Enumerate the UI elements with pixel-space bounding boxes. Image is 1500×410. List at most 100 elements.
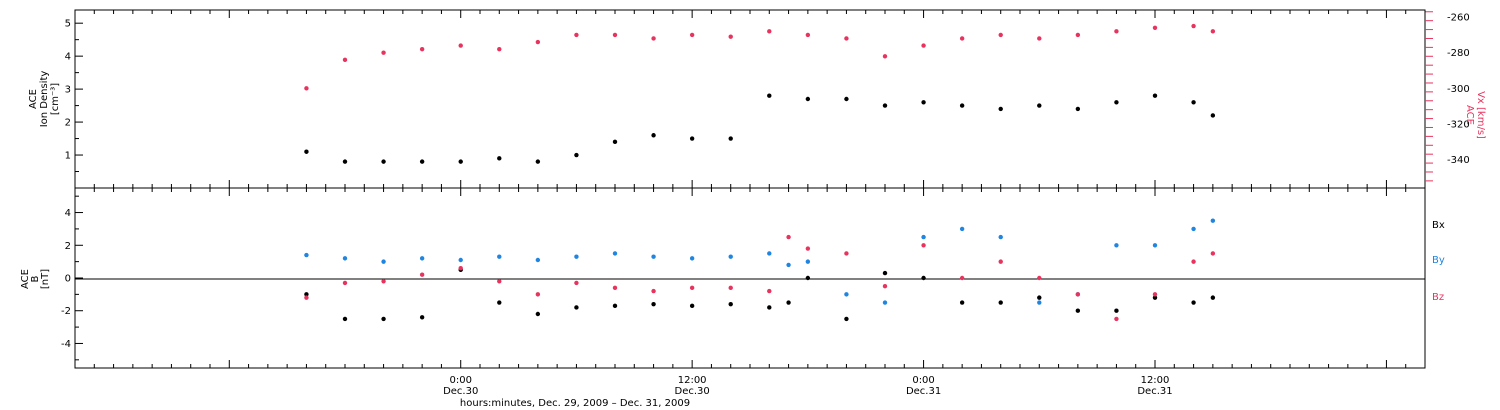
data-point-ion-density: [921, 100, 926, 105]
data-point-ion-density: [651, 133, 656, 138]
data-point-by: [574, 254, 579, 259]
data-point-by: [882, 300, 888, 305]
vx-y-tick-label: -320: [1447, 119, 1470, 130]
data-point-by: [342, 256, 348, 261]
data-point-bx: [1152, 295, 1158, 300]
data-point-by: [921, 234, 926, 240]
data-point-bz: [689, 285, 695, 291]
data-point-ion-density: [1152, 93, 1158, 98]
data-point-vx: [381, 50, 386, 55]
data-point-by: [767, 251, 772, 256]
vx-y-tick-label: -280: [1447, 48, 1470, 59]
data-point-vx: [574, 32, 579, 38]
data-point-by: [728, 254, 733, 259]
data-point-by: [959, 226, 965, 232]
data-point-ion-density: [304, 149, 309, 154]
density-y-tick-label: 3: [65, 85, 71, 96]
legend-bx: Bx: [1432, 220, 1445, 231]
data-point-bx: [342, 316, 348, 322]
density-y-tick-label: 4: [65, 52, 71, 63]
data-point-bz: [1037, 275, 1042, 281]
data-point-bz: [419, 272, 425, 277]
data-point-bx: [612, 303, 618, 309]
data-point-bz: [882, 283, 888, 289]
data-point-bx: [651, 301, 656, 307]
top-panel-time-ticks: [74, 10, 1426, 188]
data-point-vx: [419, 46, 425, 52]
data-point-vx: [767, 29, 772, 34]
data-point-bz: [651, 288, 656, 294]
data-point-vx: [882, 54, 888, 59]
data-point-vx: [1210, 29, 1216, 34]
data-point-vx: [921, 43, 926, 48]
data-point-bx: [844, 316, 849, 322]
data-point-bz: [1191, 259, 1196, 264]
density-axis-label-line2: Ion Density: [39, 71, 50, 128]
data-point-bz: [767, 288, 772, 294]
data-point-ion-density: [1037, 103, 1042, 108]
x-tick-label-date: Dec.31: [906, 386, 941, 397]
data-point-by: [786, 262, 791, 268]
data-point-ion-density: [1210, 113, 1216, 118]
data-point-ion-density: [805, 96, 811, 102]
data-point-vx: [1075, 32, 1081, 38]
data-point-bz: [342, 280, 348, 286]
data-point-by: [805, 259, 811, 264]
vx-y-tick-label: -260: [1447, 13, 1470, 24]
legend-by: By: [1432, 255, 1445, 266]
data-point-ion-density: [728, 136, 733, 141]
density-axis: 1 2 3 4 5: [65, 19, 83, 173]
data-point-vx: [1191, 23, 1196, 29]
data-point-ion-density: [844, 96, 849, 102]
data-point-ion-density: [1114, 100, 1119, 105]
data-point-ion-density: [998, 106, 1003, 112]
data-point-vx: [651, 36, 656, 41]
data-point-bz: [728, 285, 733, 291]
data-point-by: [1152, 243, 1158, 248]
data-point-bz: [786, 234, 791, 240]
data-point-bx: [689, 303, 695, 309]
data-point-vx: [304, 86, 309, 91]
data-point-vx: [1114, 29, 1119, 34]
data-point-ion-density: [1191, 100, 1196, 105]
time-axis-title: hours:minutes, Dec. 29, 2009 – Dec. 31, …: [460, 398, 690, 409]
data-point-vx: [612, 32, 618, 38]
data-point-ion-density: [419, 159, 425, 164]
data-point-vx: [1037, 36, 1042, 41]
data-point-by: [458, 257, 463, 263]
data-point-bx: [998, 300, 1003, 305]
data-point-bx: [786, 300, 791, 305]
data-point-by: [1114, 243, 1119, 248]
vx-y-tick-label: -300: [1447, 84, 1470, 95]
data-point-vx: [1152, 25, 1158, 30]
data-point-bz: [497, 279, 502, 284]
data-point-by: [1191, 226, 1196, 232]
data-point-by: [689, 256, 695, 261]
data-point-bx: [381, 316, 386, 322]
data-point-by: [419, 256, 425, 261]
density-y-tick-label: 5: [65, 19, 71, 30]
data-point-vx: [497, 46, 502, 52]
data-point-bx: [304, 292, 309, 297]
data-point-vx: [458, 43, 463, 48]
data-point-bx: [805, 275, 811, 281]
data-point-bx: [1075, 308, 1081, 313]
data-point-vx: [342, 57, 348, 63]
data-point-bz: [1152, 292, 1158, 297]
data-point-bx: [728, 301, 733, 307]
data-point-by: [304, 252, 309, 258]
data-point-vx: [805, 32, 811, 38]
data-point-bx: [1191, 300, 1196, 305]
data-point-bz: [844, 251, 849, 256]
data-point-bz: [574, 280, 579, 286]
data-point-by: [1037, 300, 1042, 305]
data-point-bz: [304, 295, 309, 300]
data-point-ion-density: [1075, 106, 1081, 112]
density-y-tick-label: 2: [65, 118, 71, 129]
b-y-tick-label: 4: [65, 208, 71, 219]
x-tick-label-date: Dec.30: [443, 386, 478, 397]
data-point-by: [998, 234, 1003, 240]
data-point-bx: [921, 275, 926, 281]
b-axis-label-line3: [nT]: [40, 269, 51, 289]
data-point-ion-density: [767, 93, 772, 98]
